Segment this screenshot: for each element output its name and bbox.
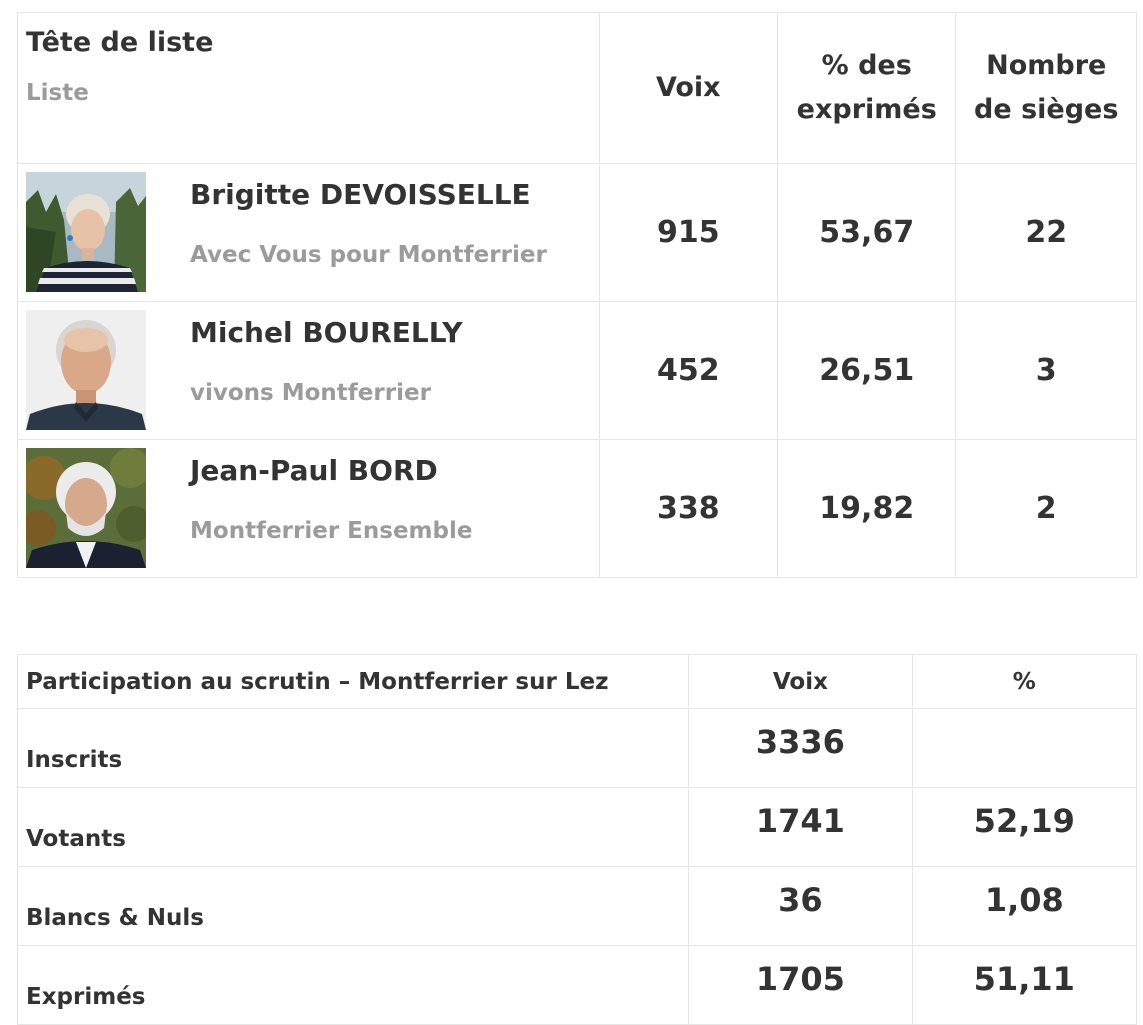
percent-header-line2: exprimés (796, 94, 937, 125)
participation-percent: 52,19 (911, 787, 1138, 867)
candidate-votes: 915 (598, 163, 779, 302)
participation-row: Exprimés 1705 51,11 (16, 945, 1138, 1025)
candidate-header-label: Tête de liste (26, 27, 214, 58)
participation-title: Participation au scrutin – Montferrier s… (16, 654, 690, 709)
candidate-cell: Jean-Paul BORD Montferrier Ensemble (17, 439, 600, 578)
candidate-photo (26, 448, 146, 568)
votes-header: Voix (598, 12, 779, 164)
candidate-header: Tête de liste Liste (17, 12, 600, 164)
candidate-percent: 53,67 (777, 163, 957, 302)
participation-percent (911, 708, 1138, 788)
candidate-name: Brigitte DEVOISSELLE (190, 178, 531, 211)
candidate-list-name: Avec Vous pour Montferrier (190, 242, 547, 268)
seats-header-line1: Nombre (986, 50, 1107, 81)
participation-label: Blancs & Nuls (16, 866, 690, 946)
candidate-votes: 338 (598, 439, 779, 578)
participation-row: Votants 1741 52,19 (16, 787, 1138, 867)
candidate-name: Jean-Paul BORD (190, 454, 438, 487)
participation-votes: 36 (688, 866, 913, 946)
percent-header-line1: % des (821, 50, 912, 81)
candidate-photo (26, 310, 146, 430)
candidate-list-name: vivons Montferrier (190, 380, 431, 406)
participation-row: Inscrits 3336 (16, 708, 1138, 788)
candidate-cell: Brigitte DEVOISSELLE Avec Vous pour Mont… (17, 163, 600, 302)
candidate-photo (26, 172, 146, 292)
participation-votes: 1705 (688, 945, 913, 1025)
candidate-seats: 22 (955, 163, 1137, 302)
candidate-row: Jean-Paul BORD Montferrier Ensemble 338 … (17, 439, 1137, 578)
participation-header-row: Participation au scrutin – Montferrier s… (16, 654, 1138, 709)
seats-header: Nombre de sièges (955, 12, 1137, 164)
votes-header-label: Voix (655, 72, 721, 103)
list-header-label: Liste (26, 80, 89, 106)
candidate-percent: 19,82 (777, 439, 957, 578)
participation-percent: 51,11 (911, 945, 1138, 1025)
percent-header: % des exprimés (777, 12, 957, 164)
participation-label: Inscrits (16, 708, 690, 788)
results-header-row: Tête de liste Liste Voix % des exprimés … (17, 12, 1137, 164)
participation-label: Exprimés (16, 945, 690, 1025)
participation-percent: 1,08 (911, 866, 1138, 946)
candidate-list-name: Montferrier Ensemble (190, 518, 473, 544)
results-table: Tête de liste Liste Voix % des exprimés … (17, 12, 1137, 578)
candidate-seats: 2 (955, 439, 1137, 578)
candidate-name: Michel BOURELLY (190, 316, 463, 349)
participation-table: Participation au scrutin – Montferrier s… (16, 654, 1138, 1025)
participation-row: Blancs & Nuls 36 1,08 (16, 866, 1138, 946)
participation-votes: 1741 (688, 787, 913, 867)
candidate-row: Brigitte DEVOISSELLE Avec Vous pour Mont… (17, 163, 1137, 302)
seats-header-line2: de sièges (974, 94, 1119, 125)
candidate-seats: 3 (955, 301, 1137, 440)
candidate-cell: Michel BOURELLY vivons Montferrier (17, 301, 600, 440)
candidate-row: Michel BOURELLY vivons Montferrier 452 2… (17, 301, 1137, 440)
candidate-percent: 26,51 (777, 301, 957, 440)
candidate-votes: 452 (598, 301, 779, 440)
participation-votes: 3336 (688, 708, 913, 788)
participation-percent-header: % (911, 654, 1138, 709)
participation-votes-header: Voix (688, 654, 913, 709)
participation-label: Votants (16, 787, 690, 867)
